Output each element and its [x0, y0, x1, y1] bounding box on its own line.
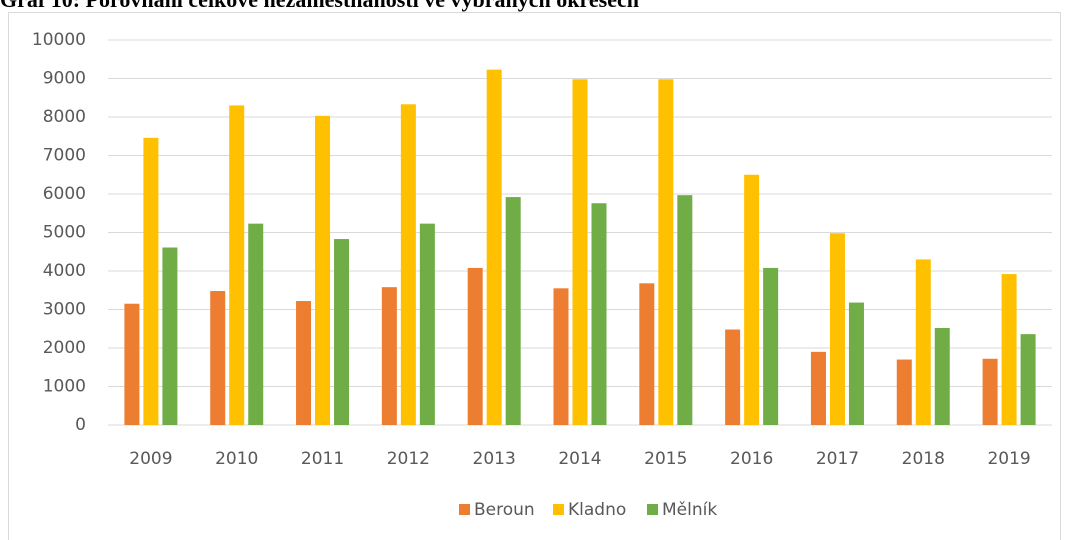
x-tick-label: 2010	[215, 449, 258, 469]
y-tick-label: 8000	[43, 107, 86, 127]
bar	[1001, 274, 1017, 425]
y-tick-label: 3000	[43, 300, 86, 320]
bar	[658, 79, 674, 426]
x-tick-label: 2014	[558, 449, 601, 469]
bar	[744, 174, 760, 425]
y-tick-label: 4000	[43, 261, 86, 281]
y-tick-label: 10000	[32, 30, 86, 50]
legend-swatch	[553, 504, 564, 515]
bar	[210, 291, 226, 425]
bar	[334, 239, 350, 425]
bar	[896, 359, 912, 425]
bar	[810, 351, 826, 425]
bar	[677, 195, 693, 425]
y-tick-label: 5000	[43, 223, 86, 243]
bar	[591, 203, 607, 425]
bar	[829, 233, 845, 425]
legend-label: Beroun	[474, 500, 535, 520]
bar	[315, 115, 331, 425]
legend-swatch	[647, 504, 658, 515]
bar	[486, 69, 502, 426]
bar	[296, 301, 312, 425]
bar	[229, 105, 245, 425]
x-tick-label: 2019	[987, 449, 1030, 469]
bar	[639, 283, 655, 425]
bar	[505, 197, 521, 425]
y-tick-label: 6000	[43, 184, 86, 204]
x-tick-label: 2012	[387, 449, 430, 469]
bar	[1020, 334, 1036, 425]
legend-label: Kladno	[568, 500, 626, 520]
bar	[934, 327, 950, 425]
x-tick-label: 2009	[129, 449, 172, 469]
bar	[124, 303, 140, 425]
bar	[763, 267, 779, 425]
bar	[572, 79, 588, 426]
y-tick-label: 7000	[43, 146, 86, 166]
x-tick-label: 2013	[473, 449, 516, 469]
y-tick-label: 2000	[43, 338, 86, 358]
bar	[725, 329, 741, 425]
x-tick-label: 2015	[644, 449, 687, 469]
x-tick-label: 2017	[816, 449, 859, 469]
chart-title: Graf 10: Porovnání celkové nezaměstnanos…	[0, 0, 639, 12]
y-tick-label: 0	[75, 415, 86, 435]
y-tick-label: 9000	[43, 69, 86, 89]
bar	[419, 223, 435, 425]
legend-label: Mělník	[662, 500, 717, 520]
x-tick-label: 2016	[730, 449, 773, 469]
legend-swatch	[459, 504, 470, 515]
bar	[982, 358, 998, 425]
chart-border	[8, 12, 1061, 540]
x-tick-label: 2018	[902, 449, 945, 469]
bar	[248, 223, 264, 425]
bar	[381, 287, 397, 425]
y-tick-label: 1000	[43, 377, 86, 397]
bar	[915, 259, 931, 425]
x-tick-label: 2011	[301, 449, 344, 469]
bar	[162, 247, 178, 425]
bar	[143, 137, 159, 426]
bar	[400, 104, 416, 426]
bar	[467, 267, 483, 425]
bar	[553, 288, 569, 425]
bar	[848, 302, 864, 425]
